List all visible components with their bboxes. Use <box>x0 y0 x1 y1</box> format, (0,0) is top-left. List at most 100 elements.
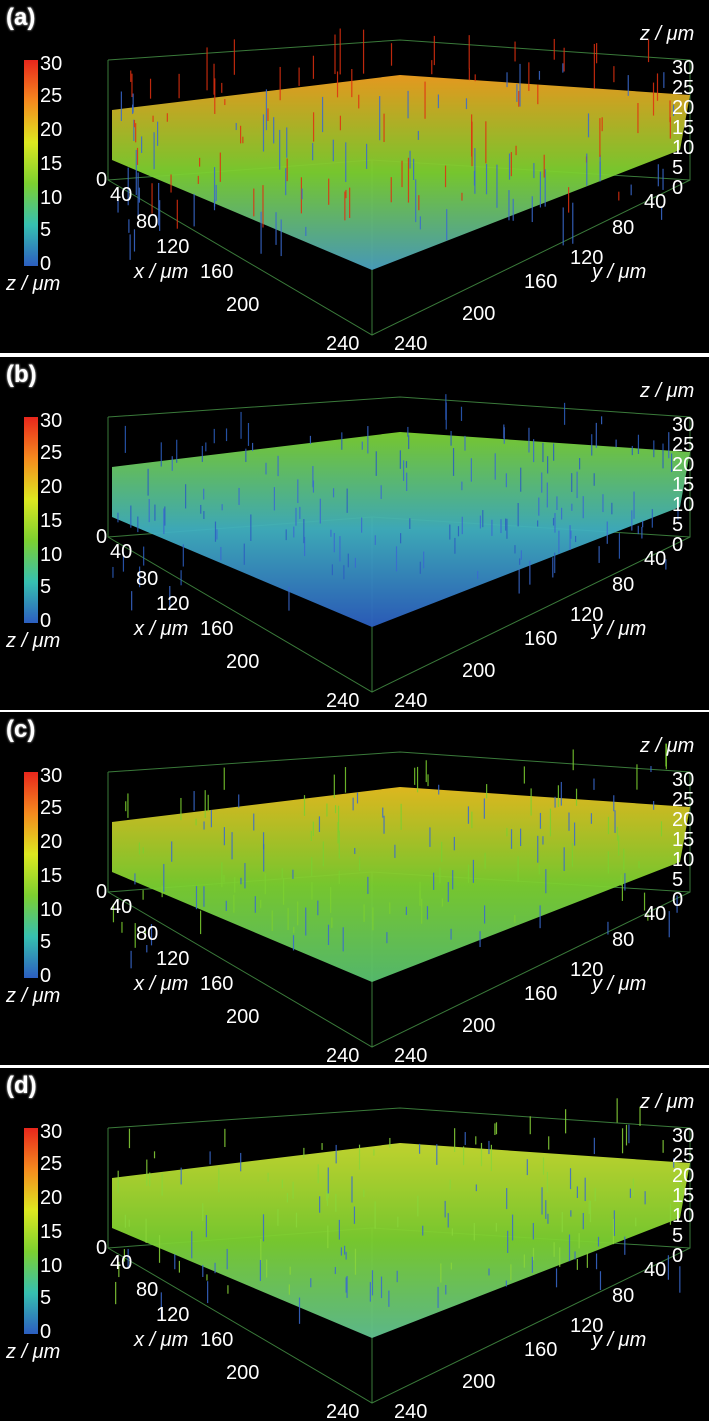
z-tick: 20 <box>672 97 695 119</box>
y-tick: 240 <box>394 333 428 353</box>
colorbar-tick: 0 <box>40 965 52 987</box>
z-tick: 10 <box>672 1205 695 1227</box>
x-tick: 0 <box>96 881 108 903</box>
y-tick: 240 <box>394 690 428 710</box>
z-tick: 0 <box>672 889 684 911</box>
colorbar-unit-label: z / μm <box>6 1341 61 1363</box>
colorbar <box>24 1128 38 1334</box>
colorbar-tick: 25 <box>40 1153 63 1175</box>
x-tick: 160 <box>200 261 234 283</box>
y-tick: 40 <box>644 903 667 925</box>
x-axis-label: x / μm <box>134 1329 189 1351</box>
x-tick: 240 <box>326 1401 360 1421</box>
colorbar-tick: 20 <box>40 831 63 853</box>
z-axis-label: z / μm <box>640 1091 695 1113</box>
y-tick: 120 <box>570 1315 604 1337</box>
colorbar-tick: 20 <box>40 476 63 498</box>
y-tick: 160 <box>524 983 558 1005</box>
y-tick: 80 <box>612 574 635 596</box>
z-tick: 30 <box>672 1125 695 1147</box>
x-tick: 200 <box>226 1006 260 1028</box>
y-tick: 120 <box>570 247 604 269</box>
z-axis-label: z / μm <box>640 735 695 757</box>
colorbar-tick: 30 <box>40 410 63 432</box>
z-tick: 15 <box>672 474 695 496</box>
z-tick: 15 <box>672 117 695 139</box>
y-axis-label: y / μm <box>592 261 647 283</box>
surface-plot <box>24 394 691 693</box>
colorbar-unit-label: z / μm <box>6 630 61 652</box>
x-tick: 40 <box>110 184 133 206</box>
z-tick: 0 <box>672 1245 684 1267</box>
z-tick: 25 <box>672 434 695 456</box>
colorbar-tick: 20 <box>40 1187 63 1209</box>
x-tick: 80 <box>136 211 159 233</box>
panel-b: (b) 30 25 20 15 10 5 0 z / μm z / μm 30 25 20 15 10 5 0 0… <box>0 357 709 710</box>
colorbar-tick: 15 <box>40 865 63 887</box>
colorbar-tick: 15 <box>40 153 63 175</box>
height-surface <box>112 787 690 982</box>
z-tick: 20 <box>672 809 695 831</box>
colorbar <box>24 417 38 623</box>
colorbar-tick: 0 <box>40 1321 52 1343</box>
z-tick: 0 <box>672 177 684 199</box>
x-tick: 200 <box>226 651 260 673</box>
x-tick: 120 <box>156 948 190 970</box>
colorbar-tick: 10 <box>40 187 63 209</box>
colorbar-tick: 25 <box>40 797 63 819</box>
height-surface <box>112 75 690 270</box>
surface-plot <box>24 28 691 336</box>
x-tick: 200 <box>226 294 260 316</box>
x-tick: 160 <box>200 1329 234 1351</box>
height-surface <box>112 432 690 627</box>
y-tick: 80 <box>612 929 635 951</box>
y-tick: 80 <box>612 1285 635 1307</box>
colorbar-tick: 5 <box>40 1287 52 1309</box>
z-tick: 10 <box>672 849 695 871</box>
colorbar-unit-label: z / μm <box>6 273 61 295</box>
z-tick: 15 <box>672 829 695 851</box>
colorbar-tick: 25 <box>40 85 63 107</box>
x-tick: 240 <box>326 690 360 710</box>
y-tick: 120 <box>570 959 604 981</box>
x-axis-label: x / μm <box>134 973 189 995</box>
panel-c: (c) 30 25 20 15 10 5 0 z / μm z / μm 30 25 20 15 10 5 0 0… <box>0 712 709 1065</box>
y-tick: 80 <box>612 217 635 239</box>
y-axis-label: y / μm <box>592 618 647 640</box>
z-tick: 5 <box>672 514 684 536</box>
panel-a: (a) 30 25 20 15 10 5 0 z / μm z / μm 30 25 20 15 10 5 0 0… <box>0 0 709 353</box>
colorbar-tick: 0 <box>40 253 52 275</box>
z-tick: 25 <box>672 1145 695 1167</box>
colorbar-tick: 20 <box>40 119 63 141</box>
z-tick: 30 <box>672 414 695 436</box>
y-tick: 40 <box>644 191 667 213</box>
colorbar-tick: 10 <box>40 899 63 921</box>
surface-spikes <box>115 1098 683 1324</box>
z-tick: 10 <box>672 494 695 516</box>
y-tick: 240 <box>394 1045 428 1065</box>
panel-label: (a) <box>6 4 36 31</box>
x-tick: 0 <box>96 526 108 548</box>
colorbar <box>24 772 38 978</box>
z-tick: 20 <box>672 454 695 476</box>
x-tick: 40 <box>110 541 133 563</box>
z-tick: 5 <box>672 1225 684 1247</box>
z-tick: 10 <box>672 137 695 159</box>
z-tick: 25 <box>672 77 695 99</box>
z-tick: 20 <box>672 1165 695 1187</box>
z-axis-label: z / μm <box>640 23 695 45</box>
colorbar-tick: 30 <box>40 1121 63 1143</box>
x-tick: 80 <box>136 923 159 945</box>
x-tick: 40 <box>110 1252 133 1274</box>
x-tick: 160 <box>200 973 234 995</box>
z-tick: 25 <box>672 789 695 811</box>
x-tick: 240 <box>326 1045 360 1065</box>
x-tick: 120 <box>156 1304 190 1326</box>
y-tick: 160 <box>524 628 558 650</box>
y-tick: 160 <box>524 1339 558 1361</box>
y-tick: 200 <box>462 660 496 682</box>
surface-spikes <box>117 28 675 260</box>
x-tick: 0 <box>96 169 108 191</box>
x-axis-label: x / μm <box>134 261 189 283</box>
panel-label: (d) <box>6 1072 37 1099</box>
